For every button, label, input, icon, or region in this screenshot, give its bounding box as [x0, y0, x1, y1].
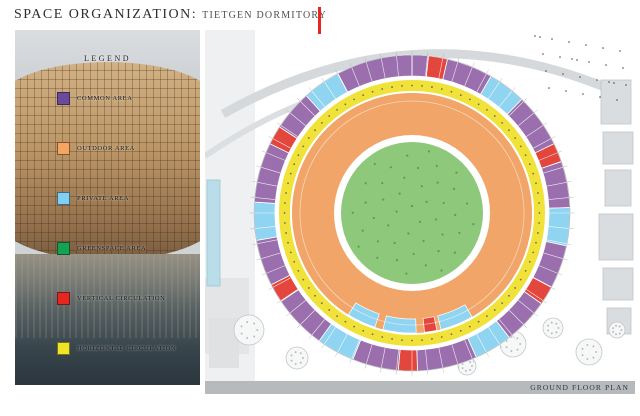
legend-item-outdoor: OUTDOOR AREA — [57, 142, 176, 155]
legend-heading: LEGEND — [84, 54, 131, 63]
legend-items: COMMON AREA OUTDOOR AREA PRIVATE AREA GR… — [57, 92, 176, 385]
greenspace-circle — [341, 142, 483, 284]
legend-item-common: COMMON AREA — [57, 92, 176, 105]
legend-item-greenspace: GREENSPACE AREA — [57, 242, 176, 255]
photo-reflection — [15, 254, 200, 338]
ring-segment-private — [253, 201, 278, 241]
legend-item-private: PRIVATE AREA — [57, 192, 176, 205]
legend: LEGEND COMMON AREA OUTDOOR AREA PRIVATE … — [15, 30, 200, 385]
ground-floor-plan-drawing — [205, 30, 634, 382]
legend-label-common: COMMON AREA — [77, 95, 133, 102]
legend-label-vertical: VERTICAL CIRCULATION — [77, 295, 166, 302]
legend-swatch-private — [57, 192, 70, 205]
title-main: SPACE ORGANIZATION: — [14, 7, 198, 22]
legend-item-horizontal: HORIZONTAL CIRCULATION — [57, 342, 176, 355]
legend-label-private: PRIVATE AREA — [77, 195, 130, 202]
legend-item-vertical: VERTICAL CIRCULATION — [57, 292, 176, 305]
photo-building — [15, 62, 200, 260]
section-marker-line — [318, 7, 321, 34]
inner-patch-vertical — [422, 316, 438, 333]
legend-label-horizontal: HORIZONTAL CIRCULATION — [77, 345, 177, 352]
inner-patch-private — [347, 302, 380, 328]
building-photo: LEGEND COMMON AREA OUTDOOR AREA PRIVATE … — [15, 30, 200, 385]
page-title: SPACE ORGANIZATION: TIETGEN DORMITORY — [14, 5, 327, 23]
legend-swatch-common — [57, 92, 70, 105]
legend-swatch-vertical — [57, 292, 70, 305]
floor-plan-rings — [249, 50, 575, 376]
legend-swatch-outdoor — [57, 142, 70, 155]
footer-bar: GROUND FLOOR PLAN — [205, 381, 635, 394]
legend-swatch-greenspace — [57, 242, 70, 255]
legend-swatch-horizontal — [57, 342, 70, 355]
legend-label-outdoor: OUTDOOR AREA — [77, 145, 135, 152]
ring-segment-vertical — [397, 349, 418, 372]
title-sub: TIETGEN DORMITORY — [202, 10, 328, 21]
inner-patch-private — [437, 304, 473, 330]
legend-label-greenspace: GREENSPACE AREA — [77, 245, 147, 252]
footer-label: GROUND FLOOR PLAN — [530, 383, 629, 392]
ground-floor-plan-panel — [205, 30, 635, 382]
photo-water — [15, 254, 200, 385]
